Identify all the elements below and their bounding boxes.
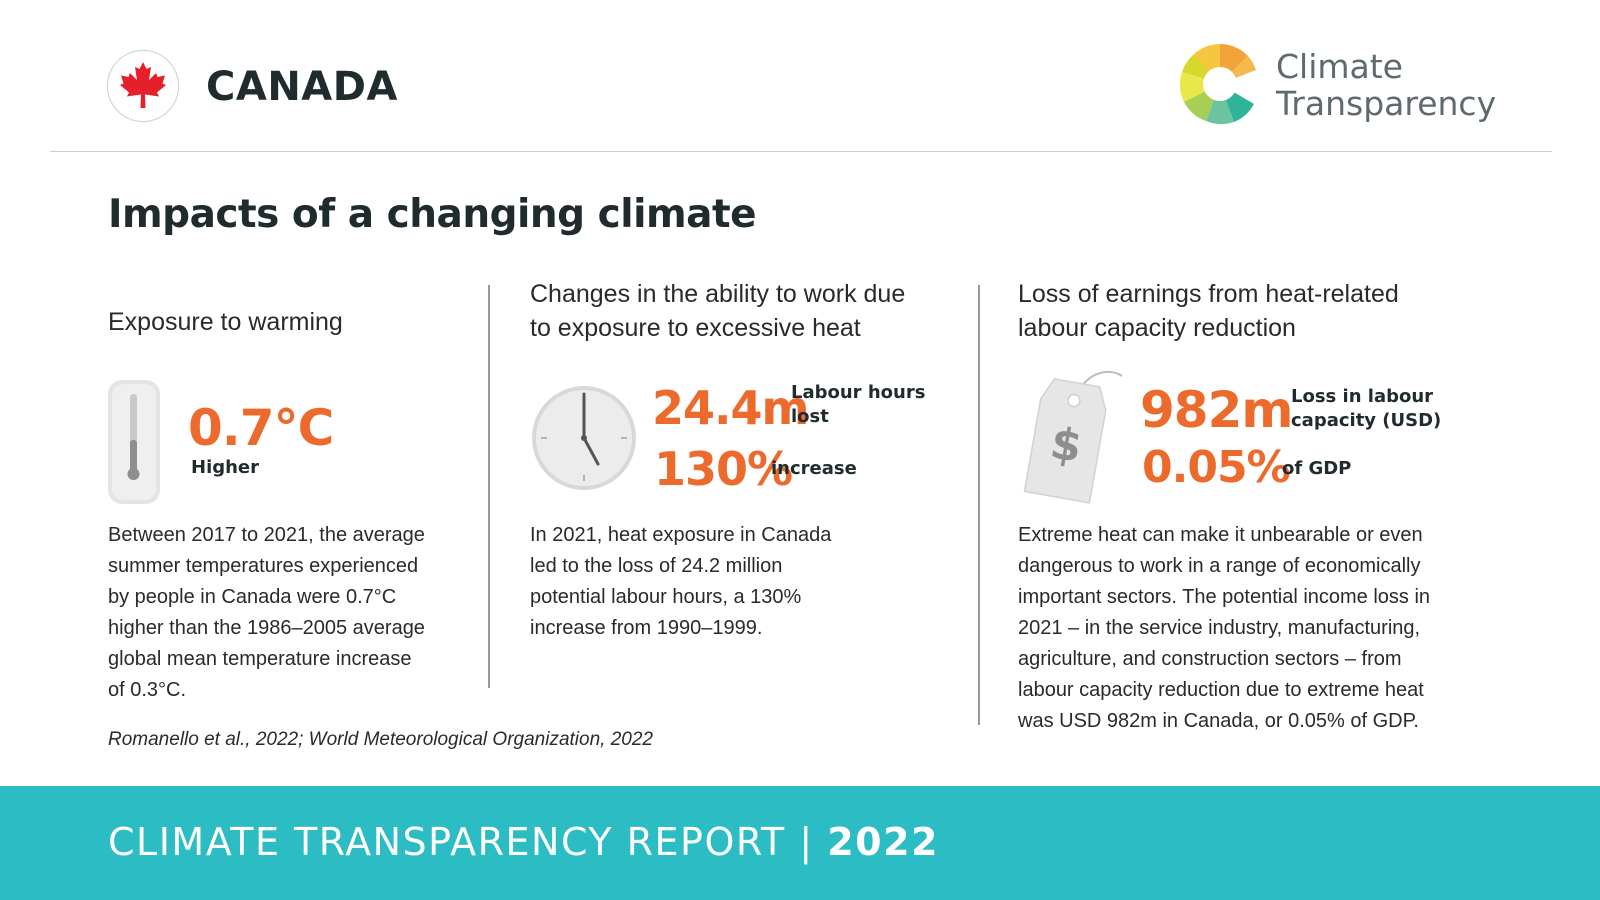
- stat-label-line: capacity (USD): [1291, 410, 1442, 431]
- column-body-work-ability: In 2021, heat exposure in Canada led to …: [530, 520, 910, 644]
- canada-flag-badge: [107, 50, 179, 122]
- page-title: Impacts of a changing climate: [108, 192, 757, 237]
- stat-warming-value: 0.7°C: [188, 399, 334, 457]
- body-line: dangerous to work in a range of economic…: [1018, 555, 1421, 577]
- footer-band: [0, 786, 1600, 900]
- logo-wordmark: Climate Transparency: [1276, 48, 1496, 122]
- column-title-line: Changes in the ability to work due: [530, 280, 906, 308]
- body-line: Extreme heat can make it unbearable or e…: [1018, 524, 1423, 546]
- source-citation: Romanello et al., 2022; World Meteorolog…: [108, 729, 653, 750]
- footer-report-title: CLIMATE TRANSPARENCY REPORT | 2022: [108, 820, 939, 864]
- country-name: CANADA: [206, 64, 398, 110]
- stat-hours-lost-value: 24.4m: [652, 381, 809, 435]
- body-line: potential labour hours, a 130%: [530, 586, 802, 608]
- column-title-line: labour capacity reduction: [1018, 314, 1296, 342]
- stat-earnings-loss-value: 982m: [1140, 381, 1293, 439]
- footer-year: 2022: [827, 820, 939, 864]
- body-line: higher than the 1986–2005 average: [108, 617, 425, 639]
- body-line: summer temperatures experienced: [108, 555, 419, 577]
- body-line: was USD 982m in Canada, or 0.05% of GDP.: [1018, 710, 1419, 732]
- climate-transparency-logo-icon: [1179, 44, 1260, 125]
- body-line: 2021 – in the service industry, manufact…: [1018, 617, 1421, 639]
- stat-label-line: Labour hours: [791, 382, 926, 403]
- price-tag-icon: $: [1023, 370, 1123, 504]
- logo-line2: Transparency: [1276, 84, 1497, 123]
- column-title-earnings: Loss of earnings from heat-related labou…: [1018, 277, 1399, 345]
- stat-increase-label: increase: [771, 458, 857, 479]
- column-body-exposure: Between 2017 to 2021, the average summer…: [108, 520, 468, 706]
- maple-leaf-icon: [120, 62, 166, 108]
- column-body-earnings: Extreme heat can make it unbearable or e…: [1018, 520, 1498, 737]
- stat-label-line: lost: [791, 406, 829, 427]
- header-divider: [50, 151, 1552, 152]
- column-title-line: to exposure to excessive heat: [530, 314, 861, 342]
- footer-separator: |: [799, 820, 814, 864]
- stat-earnings-loss-label: Loss in labour capacity (USD): [1291, 385, 1441, 433]
- body-line: led to the loss of 24.2 million: [530, 555, 783, 577]
- body-line: important sectors. The potential income …: [1018, 586, 1431, 608]
- stat-increase-value: 130%: [654, 442, 793, 496]
- clock-icon: [532, 386, 636, 490]
- body-line: agriculture, and construction sectors – …: [1018, 648, 1402, 670]
- column-title-exposure: Exposure to warming: [108, 308, 343, 336]
- footer-report-label: CLIMATE TRANSPARENCY REPORT: [108, 820, 786, 864]
- column-title-line: Loss of earnings from heat-related: [1018, 280, 1399, 308]
- stat-label-line: Loss in labour: [1291, 386, 1434, 407]
- body-line: of 0.3°C.: [108, 679, 187, 701]
- body-line: by people in Canada were 0.7°C: [108, 586, 397, 608]
- logo-line1: Climate: [1276, 47, 1403, 86]
- body-line: In 2021, heat exposure in Canada: [530, 524, 832, 546]
- stat-gdp-label: of GDP: [1282, 458, 1352, 479]
- column-divider: [488, 285, 490, 688]
- thermometer-icon: [108, 380, 160, 504]
- column-divider: [978, 285, 980, 725]
- column-title-work-ability: Changes in the ability to work due to ex…: [530, 277, 905, 345]
- stat-warming-label: Higher: [191, 457, 260, 478]
- body-line: increase from 1990–1999.: [530, 617, 763, 639]
- body-line: Between 2017 to 2021, the average: [108, 524, 425, 546]
- stat-gdp-value: 0.05%: [1142, 442, 1291, 493]
- body-line: global mean temperature increase: [108, 648, 412, 670]
- stat-hours-lost-label: Labour hours lost: [791, 381, 925, 429]
- body-line: labour capacity reduction due to extreme…: [1018, 679, 1424, 701]
